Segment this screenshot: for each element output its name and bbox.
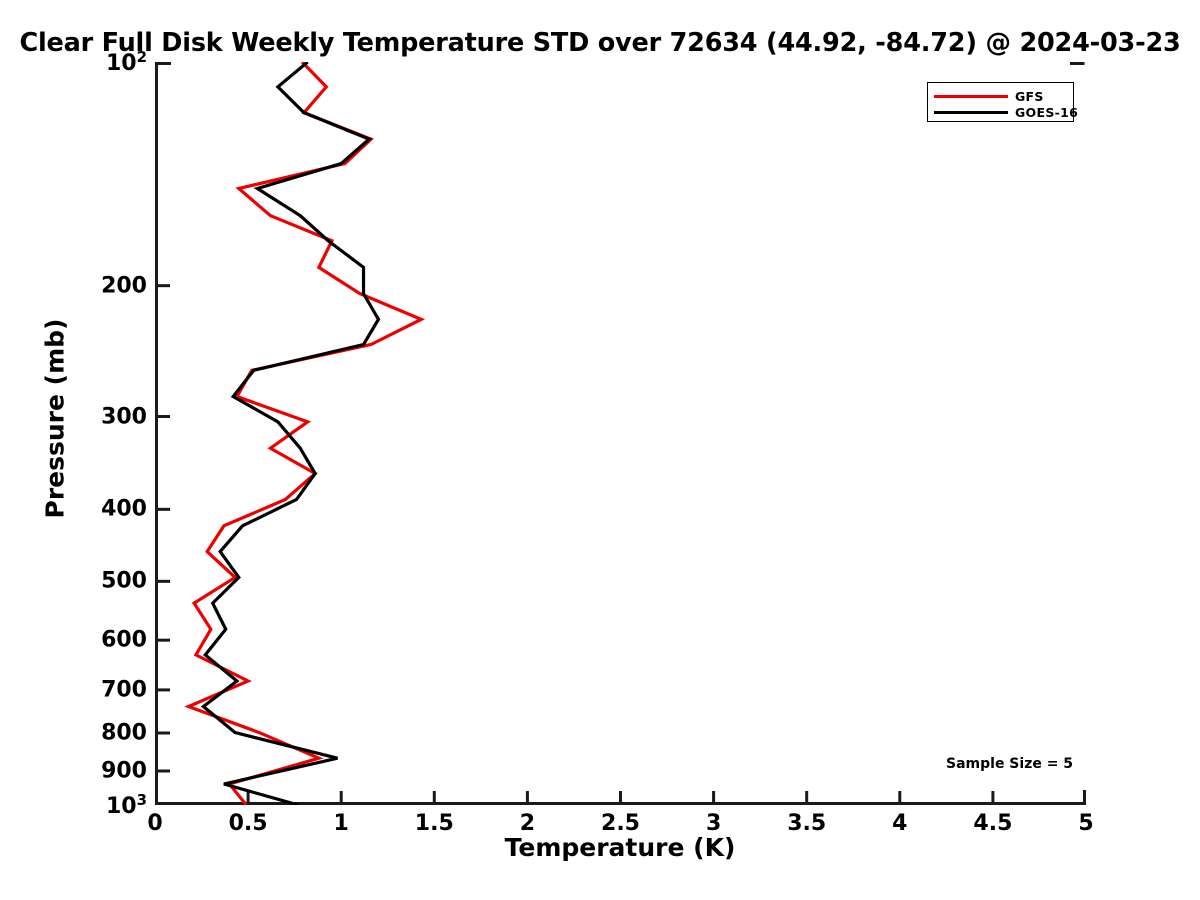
x-tick-label: 0.5 (228, 811, 268, 836)
x-tick-label: 1.5 (414, 811, 454, 836)
legend-swatch-gfs (934, 94, 1008, 98)
legend-swatch-goes16 (934, 110, 1008, 114)
y-tick-label: 400 (101, 496, 147, 522)
x-tick-label: 2.5 (601, 811, 640, 836)
y-tick-label: 800 (101, 720, 147, 746)
y-tick-label: 900 (101, 758, 147, 784)
plot-canvas (155, 62, 1086, 805)
plot-area (155, 62, 1086, 805)
legend-entry-gfs: GFS (934, 88, 1044, 104)
legend-label-goes16: GOES-16 (1015, 104, 1079, 120)
y-tick-label: 600 (101, 627, 147, 653)
y-tick-label: 300 (101, 404, 147, 429)
chart-title: Clear Full Disk Weekly Temperature STD o… (19, 28, 1181, 58)
series-line-goes-16 (200, 62, 381, 805)
x-tick-label: 0 (147, 811, 163, 836)
chart-legend: GFS GOES-16 (927, 82, 1078, 122)
y-tick-label: 103 (105, 790, 147, 820)
x-tick-label: 3.5 (787, 811, 827, 836)
y-axis-ticks (156, 62, 170, 805)
y-tick-label: 102 (105, 47, 147, 77)
x-axis-ticks (155, 791, 1086, 804)
data-series-layer (184, 62, 426, 805)
y-tick-label: 200 (101, 273, 147, 299)
x-tick-label: 3 (705, 811, 722, 836)
x-tick-label: 2 (519, 811, 536, 836)
y-tick-label: 500 (101, 568, 147, 594)
x-tick-label: 4.5 (973, 811, 1013, 836)
x-tick-label: 1 (333, 811, 349, 836)
y-axis-label: Pressure (mb) (40, 318, 70, 519)
sample-size-annotation: Sample Size = 5 (946, 756, 1074, 772)
x-tick-label: 5 (1078, 811, 1094, 836)
x-axis-label: Temperature (K) (504, 833, 736, 862)
axes-spines (155, 62, 1086, 805)
x-tick-label: 4 (892, 811, 908, 836)
y-tick-label: 700 (101, 677, 147, 703)
legend-label-gfs: GFS (1015, 88, 1044, 104)
legend-entry-goes16: GOES-16 (934, 104, 1078, 120)
